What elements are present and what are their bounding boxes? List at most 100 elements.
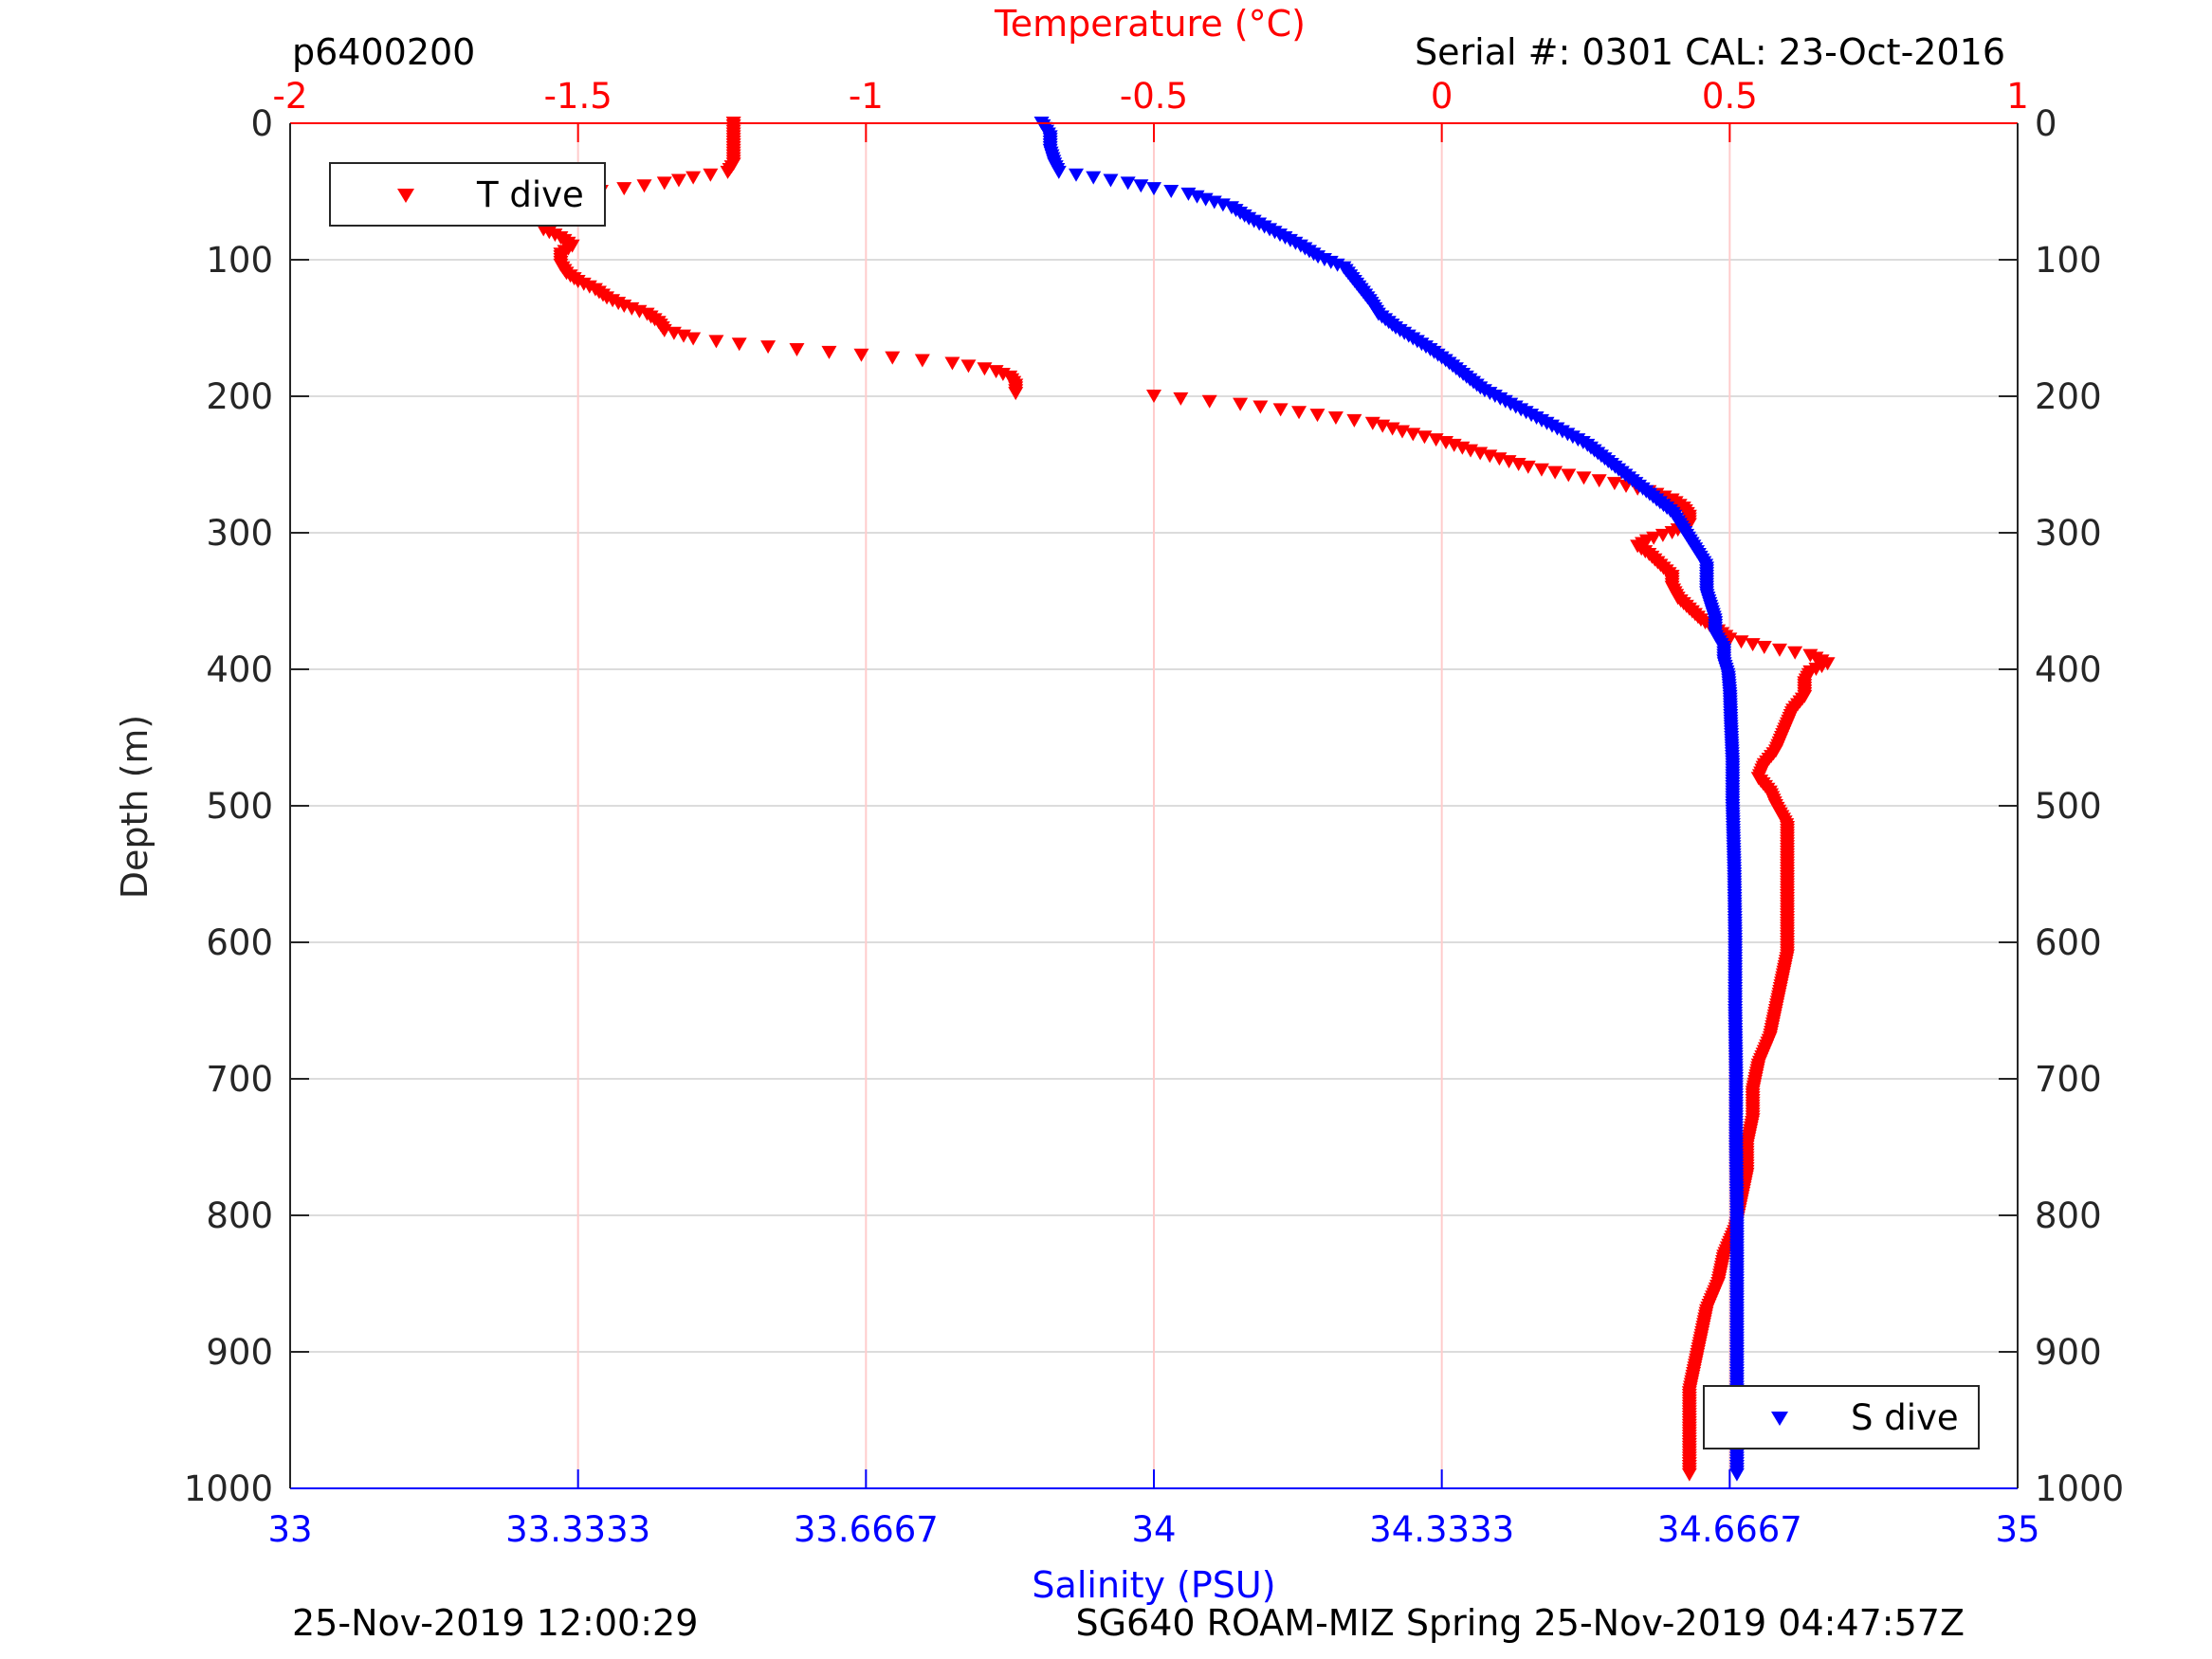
t-dive-marker [1146,390,1161,403]
t-dive-marker [977,362,993,376]
t-dive-series [530,117,1836,1482]
t-dive-marker [1533,463,1549,477]
temperature-tick-label: -2 [273,76,308,117]
t-dive-marker [1547,465,1563,480]
t-dive-marker [1576,471,1592,485]
depth-tick-label-left: 300 [206,513,273,554]
depth-tick-label-right: 200 [2035,376,2102,417]
salinity-axis-title: Salinity (PSU) [1032,1564,1275,1606]
depth-tick-label-right: 500 [2035,786,2102,827]
mission-label: SG640 ROAM-MIZ Spring 25-Nov-2019 04:47:… [1075,1602,1965,1644]
t-dive-marker [1606,477,1622,491]
t-dive-marker [656,176,672,191]
t-dive-legend: T dive [329,162,606,227]
temperature-tick-label: -1 [849,76,884,117]
s-dive-marker [1133,179,1149,193]
t-dive-legend-marker [397,189,414,203]
t-dive-marker [1201,394,1217,409]
t-dive-marker [703,168,719,182]
depth-tick-label-right: 0 [2035,103,2057,144]
t-dive-marker [944,356,960,371]
t-dive-marker [1733,635,1749,649]
temperature-tick-label: 1 [2006,76,2029,117]
t-dive-marker [1756,640,1772,654]
salinity-tick-label: 33.3333 [505,1509,650,1550]
salinity-tick-label: 34.3333 [1369,1509,1514,1550]
t-dive-marker [1291,406,1307,420]
s-dive-series [1033,117,1745,1482]
t-dive-marker [1272,403,1289,417]
salinity-tick-label: 33 [267,1509,312,1550]
axes [289,122,2019,1489]
file-id-label: p6400200 [292,31,475,73]
t-dive-marker [1395,425,1411,439]
s-dive-marker [1086,171,1102,185]
depth-tick-label-left: 900 [206,1332,273,1373]
t-dive-marker [1681,1468,1697,1482]
t-dive-marker [686,332,702,346]
t-dive-marker [708,335,724,349]
t-dive-marker [1405,428,1421,442]
t-dive-marker [1233,397,1249,411]
depth-tick-label-left: 500 [206,786,273,827]
salinity-tick-label: 34.6667 [1657,1509,1802,1550]
salinity-tick-label: 35 [1995,1509,2039,1550]
t-dive-marker [1327,411,1344,426]
depth-tick-label-left: 600 [206,922,273,963]
depth-tick-label-right: 700 [2035,1059,2102,1100]
t-dive-marker [731,337,747,352]
depth-tick-label-right: 300 [2035,513,2102,554]
t-dive-marker [670,173,686,188]
t-dive-marker [914,354,930,368]
t-dive-marker [1008,387,1024,401]
t-dive-marker [1309,409,1325,423]
t-dive-marker [1745,638,1761,652]
temperature-tick-label: 0 [1431,76,1453,117]
depth-tick-label-left: 200 [206,376,273,417]
t-dive-marker [1787,646,1803,660]
depth-tick-label-right: 1000 [2035,1468,2124,1509]
t-dive-marker [636,179,652,193]
temperature-tick-label: -0.5 [1120,76,1188,117]
tick-labels: 0 0 100 100 200 200 300 300 400 400 500 500 600 600 70… [184,76,2124,1550]
t-dive-marker [960,359,977,374]
t-dive-marker [1417,430,1433,445]
grid-lines [289,122,2019,1489]
depth-tick-label-right: 100 [2035,240,2102,281]
t-dive-marker [1252,400,1269,414]
depth-tick-label-left: 700 [206,1059,273,1100]
s-dive-marker [1120,176,1136,191]
t-dive-marker [720,165,736,179]
t-dive-marker [1561,468,1577,483]
depth-tick-label-left: 0 [250,103,273,144]
s-dive-marker [1103,173,1119,188]
t-dive-marker [885,351,901,365]
depth-tick-label-right: 900 [2035,1332,2102,1373]
s-dive-legend-label: S dive [1851,1397,1959,1438]
s-dive-legend-marker [1771,1412,1788,1426]
t-dive-legend-box [329,162,606,227]
t-dive-marker [616,182,632,196]
salinity-tick-label: 33.6667 [794,1509,939,1550]
depth-tick-label-right: 800 [2035,1195,2102,1236]
t-dive-marker [853,348,869,362]
temperature-tick-label: 0.5 [1702,76,1758,117]
s-dive-marker [1728,1468,1745,1482]
depth-tick-label-left: 400 [206,649,273,690]
depth-tick-label-right: 600 [2035,922,2102,963]
t-dive-marker [760,340,777,355]
s-dive-legend: S dive [1703,1385,1980,1449]
t-dive-marker [1173,392,1189,406]
t-dive-marker [686,171,702,185]
s-dive-marker [1051,165,1067,179]
t-dive-marker [1771,643,1787,657]
salinity-tick-label: 34 [1131,1509,1176,1550]
temperature-tick-label: -1.5 [544,76,612,117]
depth-tick-label-left: 800 [206,1195,273,1236]
timestamp-label: 25-Nov-2019 12:00:29 [292,1602,698,1644]
t-dive-marker [1346,413,1362,428]
s-dive-marker [1146,182,1161,196]
t-dive-legend-label: T dive [476,174,584,215]
s-dive-marker [1069,168,1085,182]
temperature-axis-title: Temperature (°C) [994,3,1306,45]
